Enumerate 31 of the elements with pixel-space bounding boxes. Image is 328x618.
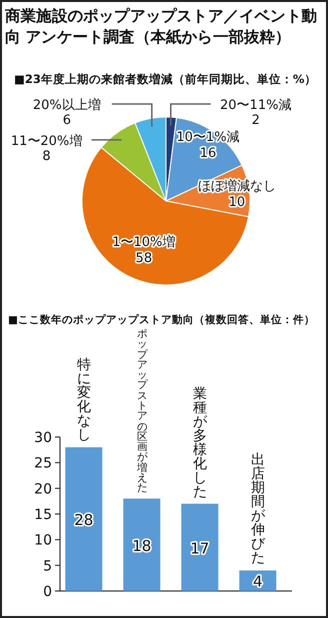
y-tick-label: 5 [43,558,52,574]
data-label: 16 [200,146,216,162]
y-tick-label: 30 [34,430,52,446]
bar [123,498,160,591]
y-tick-label: 25 [34,456,52,472]
data-label: 4 [253,572,263,591]
chart-title: ■ここ数年のポップアップストア動向（複数回答、単位：件） [8,313,316,327]
slice-label: 20〜11%減 [220,98,292,113]
data-label: 58 [136,251,152,266]
chart-subtitle: ■23年度上期の来館者数増減（前年同期比、単位：%） [14,72,318,87]
y-tick-label: 10 [34,532,52,549]
category-label: ポップアップストアの区画が増えた [136,328,147,494]
y-tick-label: 0 [43,584,52,600]
bar [181,504,218,591]
slice-label: 11〜20%増 [10,132,82,149]
bar [65,447,102,591]
slice-label: 20%以上増 [32,97,101,113]
data-label: 10 [228,195,246,210]
data-label: 8 [42,148,51,164]
data-label: 2 [252,113,260,128]
x-tick-label: 特に変化なし [76,357,92,444]
y-tick-label: 20 [34,481,52,498]
x-tick-label: 業種が多様化した [192,386,208,500]
data-label: 17 [190,539,210,558]
x-tick-label: 出店期間が伸びた [250,452,266,566]
chart-title: 商業施設のポップアップストア／イベント動向 アンケート調査（本紙から一部抜粋） [5,6,318,48]
data-label: 6 [62,113,71,128]
y-tick-label: 15 [34,507,52,523]
data-label: 18 [132,536,152,555]
slice-label: 1〜10%増 [112,234,176,250]
data-label: 28 [74,511,94,530]
